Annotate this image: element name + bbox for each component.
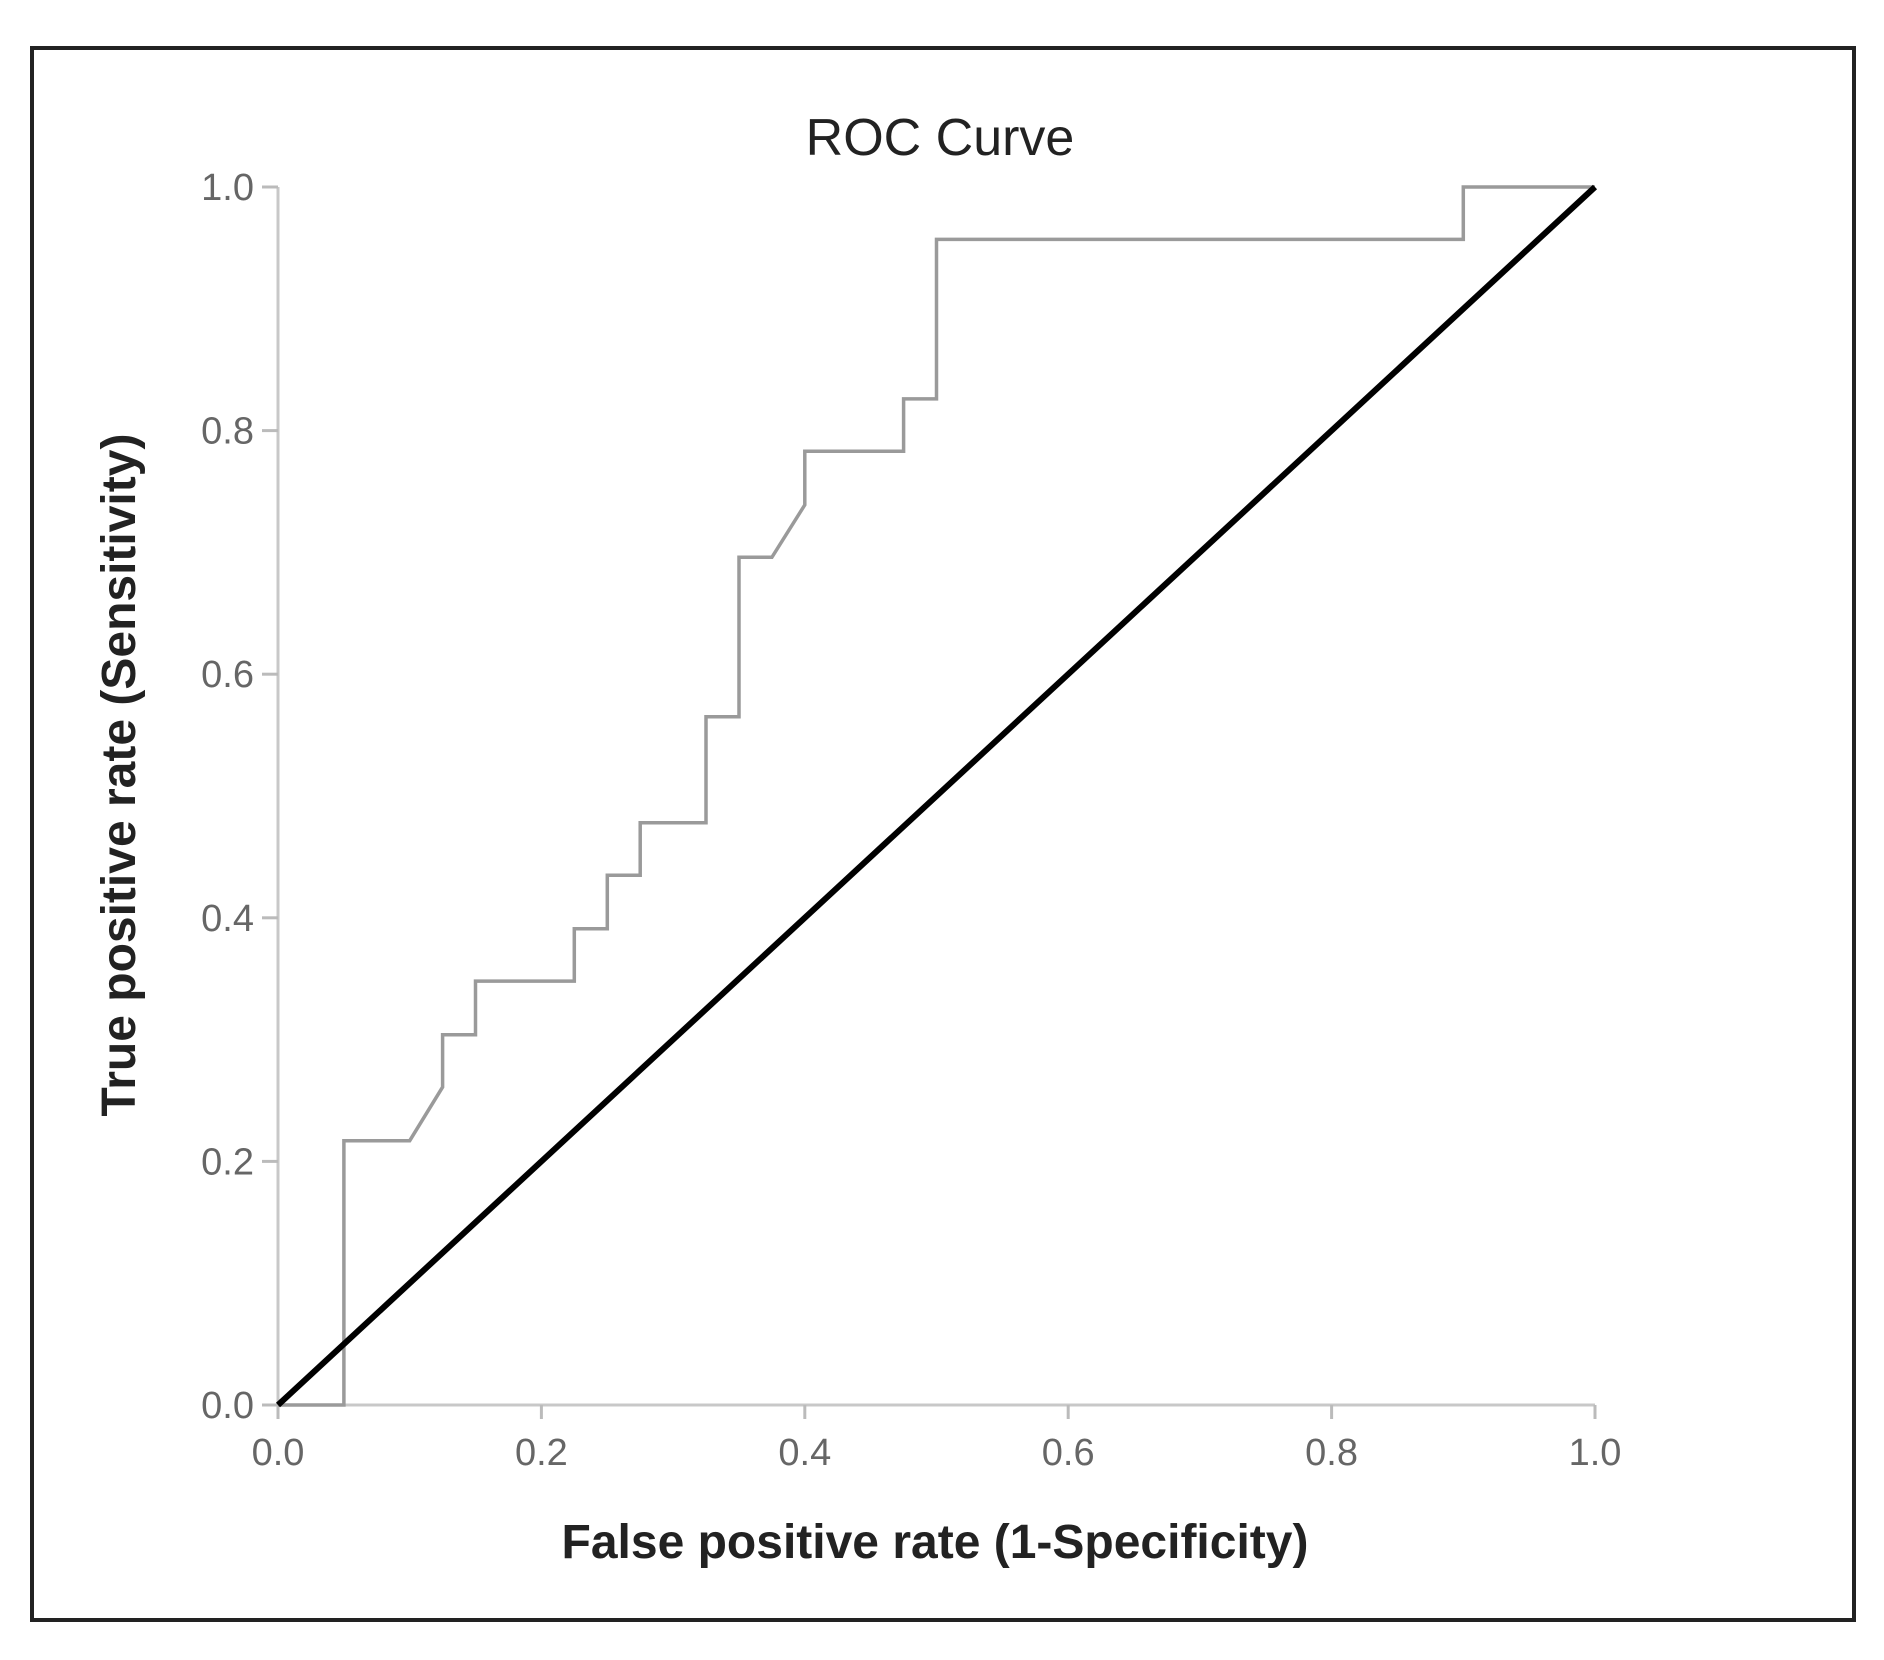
- x-tick-label: 0.8: [1305, 1432, 1358, 1474]
- chart-title: ROC Curve: [806, 109, 1075, 167]
- y-tick-label: 0.6: [201, 654, 254, 696]
- y-tick-label: 0.0: [201, 1385, 254, 1427]
- x-tick-label: 1.0: [1569, 1432, 1622, 1474]
- x-tick-label: 0.0: [252, 1432, 305, 1474]
- y-tick-label: 0.8: [201, 411, 254, 453]
- x-tick-label: 0.2: [515, 1432, 568, 1474]
- y-tick-label: 1.0: [201, 167, 254, 209]
- plot-area: 0.0 0.2 0.4 0.6 0.8 1.0 0.0 0.2 0.4 0.6 0.8 1.0: [201, 167, 1621, 1474]
- reference-line: [275, 184, 1598, 1408]
- x-axis-label: False positive rate (1-Specificity): [562, 1516, 1309, 1569]
- y-tick-label: 0.2: [201, 1141, 254, 1183]
- x-tick-label: 0.6: [1042, 1432, 1095, 1474]
- roc-curve-line: [278, 185, 1595, 1407]
- x-tick-label: 0.4: [778, 1432, 831, 1474]
- y-tick-label: 0.4: [201, 898, 254, 940]
- y-axis-label: True positive rate (Sensitivity): [93, 434, 146, 1117]
- chart-border: [30, 46, 1856, 1622]
